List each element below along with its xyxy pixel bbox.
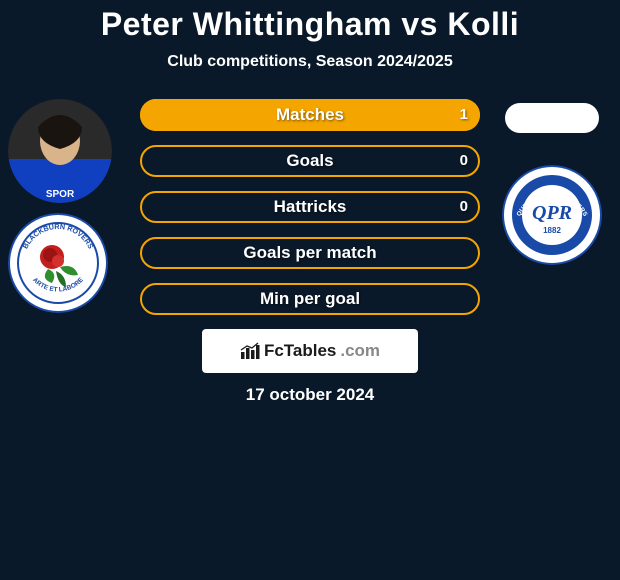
stat-bar: Min per goal (140, 283, 480, 315)
stat-label: Goals (140, 145, 480, 177)
club-crest-right: QUEENS PARK RANGERS QPR 1882 (502, 165, 602, 265)
stat-bar: Goals0 (140, 145, 480, 177)
stat-value-right: 0 (460, 145, 468, 177)
date: 17 october 2024 (0, 385, 620, 405)
stat-value-right: 0 (460, 191, 468, 223)
stat-bar: Hattricks0 (140, 191, 480, 223)
stat-value-right: 1 (460, 99, 468, 131)
stat-bars: Matches1Goals0Hattricks0Goals per matchM… (140, 99, 480, 315)
player-photo-left: SPOR (8, 99, 112, 203)
stat-label: Min per goal (140, 283, 480, 315)
svg-text:QPR: QPR (532, 202, 572, 224)
stat-label: Matches (140, 99, 480, 131)
svg-text:SPOR: SPOR (46, 189, 75, 200)
bar-chart-icon (240, 342, 260, 360)
watermark-text: FcTables (264, 341, 336, 361)
svg-text:1882: 1882 (543, 226, 561, 235)
player-photo-right-placeholder (505, 103, 599, 133)
stat-bar: Matches1 (140, 99, 480, 131)
club-crest-left: BLACKBURN ROVERS ARTE ET LABORE (8, 213, 108, 313)
stat-label: Hattricks (140, 191, 480, 223)
watermark: FcTables.com (202, 329, 418, 373)
watermark-text-suffix: .com (340, 341, 380, 361)
page-title: Peter Whittingham vs Kolli (0, 6, 620, 43)
subtitle: Club competitions, Season 2024/2025 (0, 53, 620, 71)
stat-bar: Goals per match (140, 237, 480, 269)
stat-label: Goals per match (140, 237, 480, 269)
